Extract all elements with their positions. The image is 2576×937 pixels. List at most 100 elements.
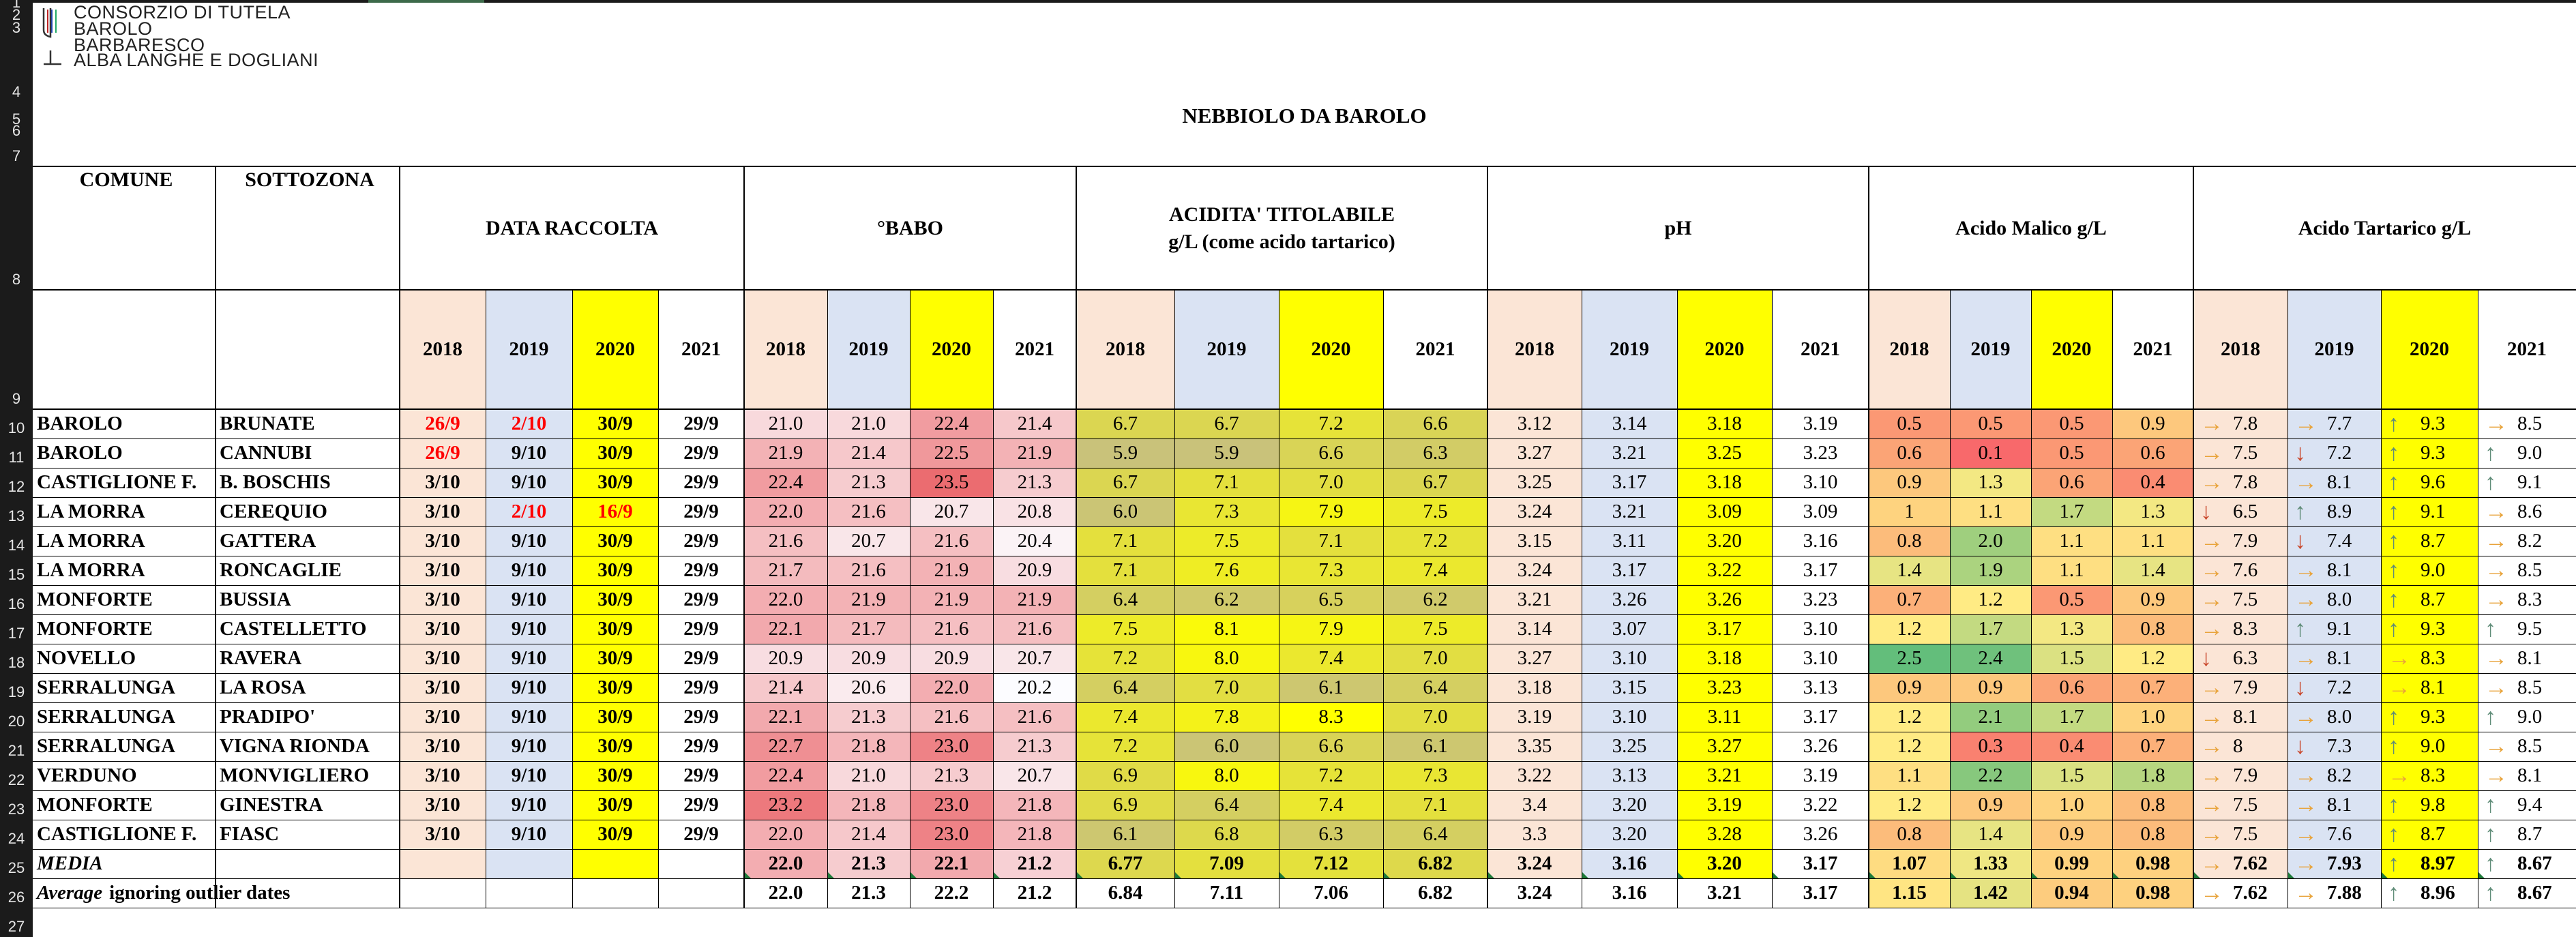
row-number-5[interactable]: 5 [12, 110, 21, 128]
row-19-data-2021[interactable]: 29/9 [658, 702, 744, 732]
row-number-8[interactable]: 8 [12, 271, 21, 288]
row-number-18[interactable]: 18 [8, 654, 25, 671]
row-23-malico-2021[interactable]: 0.8 [2112, 820, 2193, 849]
row-20-malico-2019[interactable]: 0.3 [1950, 732, 2031, 761]
row-number-10[interactable]: 10 [8, 419, 25, 436]
average-malico-2021[interactable]: 0.98 [2112, 878, 2193, 908]
row-21-tartarico-2019[interactable]: → 8.2 [2288, 761, 2381, 790]
row-13-tartarico-2021[interactable]: → 8.2 [2478, 526, 2576, 556]
row-22-malico-2019[interactable]: 0.9 [1950, 790, 2031, 820]
media-tartarico-2019[interactable]: → 7.93 [2288, 849, 2381, 878]
row-18-malico-2019[interactable]: 0.9 [1950, 673, 2031, 702]
row-11-babo-2021[interactable]: 21.3 [993, 468, 1076, 497]
row-23-acidita-2019[interactable]: 6.8 [1174, 820, 1279, 849]
row-14-malico-2019[interactable]: 1.9 [1950, 556, 2031, 585]
row-16-malico-2018[interactable]: 1.2 [1869, 614, 1950, 644]
year-header-acidita-2020[interactable]: 2020 [1279, 290, 1383, 409]
row-19-malico-2021[interactable]: 1.0 [2112, 702, 2193, 732]
row-22-data-2021[interactable]: 29/9 [658, 790, 744, 820]
row-17-sottozona[interactable]: RAVERA [220, 647, 302, 669]
row-11-data-2019[interactable]: 9/10 [486, 468, 572, 497]
row-12-acidita-2021[interactable]: 7.5 [1383, 497, 1487, 526]
row-16-tartarico-2019[interactable]: ↑ 9.1 [2288, 614, 2381, 644]
year-header-babo-2018[interactable]: 2018 [744, 290, 827, 409]
row-23-tartarico-2019[interactable]: → 7.6 [2288, 820, 2381, 849]
header-ph[interactable]: pH [1664, 216, 1692, 239]
row-11-tartarico-2020[interactable]: ↑ 9.6 [2381, 468, 2478, 497]
row-13-babo-2021[interactable]: 20.4 [993, 526, 1076, 556]
row-14-ph-2019[interactable]: 3.17 [1582, 556, 1677, 585]
row-11-babo-2018[interactable]: 22.4 [744, 468, 827, 497]
average-ph-2018[interactable]: 3.24 [1517, 882, 1552, 904]
row-23-ph-2018[interactable]: 3.3 [1487, 820, 1582, 849]
media-ph-2018[interactable]: 3.24 [1487, 849, 1582, 878]
media-acidita-2021[interactable]: 6.82 [1383, 849, 1487, 878]
row-22-babo-2021[interactable]: 21.8 [993, 790, 1076, 820]
row-15-data-2019[interactable]: 9/10 [486, 585, 572, 614]
row-12-babo-2018[interactable]: 22.0 [744, 497, 827, 526]
row-14-ph-2021[interactable]: 3.17 [1772, 556, 1869, 585]
row-23-acidita-2018[interactable]: 6.1 [1076, 820, 1174, 849]
row-14-babo-2019[interactable]: 21.6 [827, 556, 910, 585]
row-21-ph-2019[interactable]: 3.13 [1582, 761, 1677, 790]
sheet-title[interactable]: NEBBIOLO DA BAROLO [1182, 104, 1427, 128]
row-12-data-2019[interactable]: 2/10 [486, 497, 572, 526]
row-16-babo-2019[interactable]: 21.7 [827, 614, 910, 644]
row-10-ph-2019[interactable]: 3.21 [1582, 438, 1677, 468]
row-17-data-2021[interactable]: 29/9 [658, 644, 744, 673]
row-11-malico-2020[interactable]: 0.6 [2031, 468, 2112, 497]
row-17-acidita-2019[interactable]: 8.0 [1174, 644, 1279, 673]
row-10-malico-2021[interactable]: 0.6 [2112, 438, 2193, 468]
row-14-tartarico-2018[interactable]: → 7.6 [2193, 556, 2288, 585]
media-acidita-2019[interactable]: 7.09 [1174, 849, 1279, 878]
row-17-data-2019[interactable]: 9/10 [486, 644, 572, 673]
row-17-tartarico-2018[interactable]: ↓ 6.3 [2193, 644, 2288, 673]
row-18-data-2018[interactable]: 3/10 [400, 673, 486, 702]
row-21-acidita-2020[interactable]: 7.2 [1279, 761, 1383, 790]
row-15-tartarico-2021[interactable]: → 8.3 [2478, 585, 2576, 614]
row-22-acidita-2021[interactable]: 7.1 [1383, 790, 1487, 820]
row-21-malico-2019[interactable]: 2.2 [1950, 761, 2031, 790]
year-header-acidita-2019[interactable]: 2019 [1174, 290, 1279, 409]
year-header-malico-2021[interactable]: 2021 [2112, 290, 2193, 409]
row-22-malico-2020[interactable]: 1.0 [2031, 790, 2112, 820]
row-21-data-2020[interactable]: 30/9 [572, 761, 658, 790]
row-number-19[interactable]: 19 [8, 683, 25, 700]
row-9-tartarico-2018[interactable]: → 7.8 [2193, 409, 2288, 438]
row-20-acidita-2018[interactable]: 7.2 [1076, 732, 1174, 761]
row-18-tartarico-2018[interactable]: → 7.9 [2193, 673, 2288, 702]
row-14-ph-2018[interactable]: 3.24 [1487, 556, 1582, 585]
row-11-data-2020[interactable]: 30/9 [572, 468, 658, 497]
row-17-ph-2019[interactable]: 3.10 [1582, 644, 1677, 673]
row-23-malico-2020[interactable]: 0.9 [2031, 820, 2112, 849]
row-14-tartarico-2019[interactable]: → 8.1 [2288, 556, 2381, 585]
header-babo[interactable]: °BABO [876, 216, 944, 239]
row-19-data-2018[interactable]: 3/10 [400, 702, 486, 732]
media-malico-2018[interactable]: 1.07 [1869, 849, 1950, 878]
year-header-babo-2019[interactable]: 2019 [827, 290, 910, 409]
row-13-malico-2020[interactable]: 1.1 [2031, 526, 2112, 556]
row-13-malico-2019[interactable]: 2.0 [1950, 526, 2031, 556]
row-15-ph-2020[interactable]: 3.26 [1677, 585, 1772, 614]
row-15-tartarico-2020[interactable]: ↑ 8.7 [2381, 585, 2478, 614]
row-16-tartarico-2020[interactable]: ↑ 9.3 [2381, 614, 2478, 644]
average-tartarico-2021[interactable]: ↑ 8.67 [2478, 878, 2576, 908]
year-header-ph-2021[interactable]: 2021 [1772, 290, 1869, 409]
row-20-babo-2019[interactable]: 21.8 [827, 732, 910, 761]
row-19-acidita-2021[interactable]: 7.0 [1383, 702, 1487, 732]
row-13-ph-2018[interactable]: 3.15 [1487, 526, 1582, 556]
row-16-data-2018[interactable]: 3/10 [400, 614, 486, 644]
row-17-malico-2021[interactable]: 1.2 [2112, 644, 2193, 673]
row-18-ph-2018[interactable]: 3.18 [1487, 673, 1582, 702]
row-16-tartarico-2018[interactable]: → 8.3 [2193, 614, 2288, 644]
row-18-comune[interactable]: SERRALUNGA [37, 676, 176, 698]
row-9-malico-2018[interactable]: 0.5 [1869, 409, 1950, 438]
row-15-acidita-2019[interactable]: 6.2 [1174, 585, 1279, 614]
row-18-malico-2018[interactable]: 0.9 [1869, 673, 1950, 702]
row-12-acidita-2020[interactable]: 7.9 [1279, 497, 1383, 526]
row-18-babo-2019[interactable]: 20.6 [827, 673, 910, 702]
average-tartarico-2018[interactable]: → 7.62 [2193, 878, 2288, 908]
row-18-ph-2019[interactable]: 3.15 [1582, 673, 1677, 702]
row-14-ph-2020[interactable]: 3.22 [1677, 556, 1772, 585]
media-babo-2018[interactable]: 22.0 [744, 849, 827, 878]
